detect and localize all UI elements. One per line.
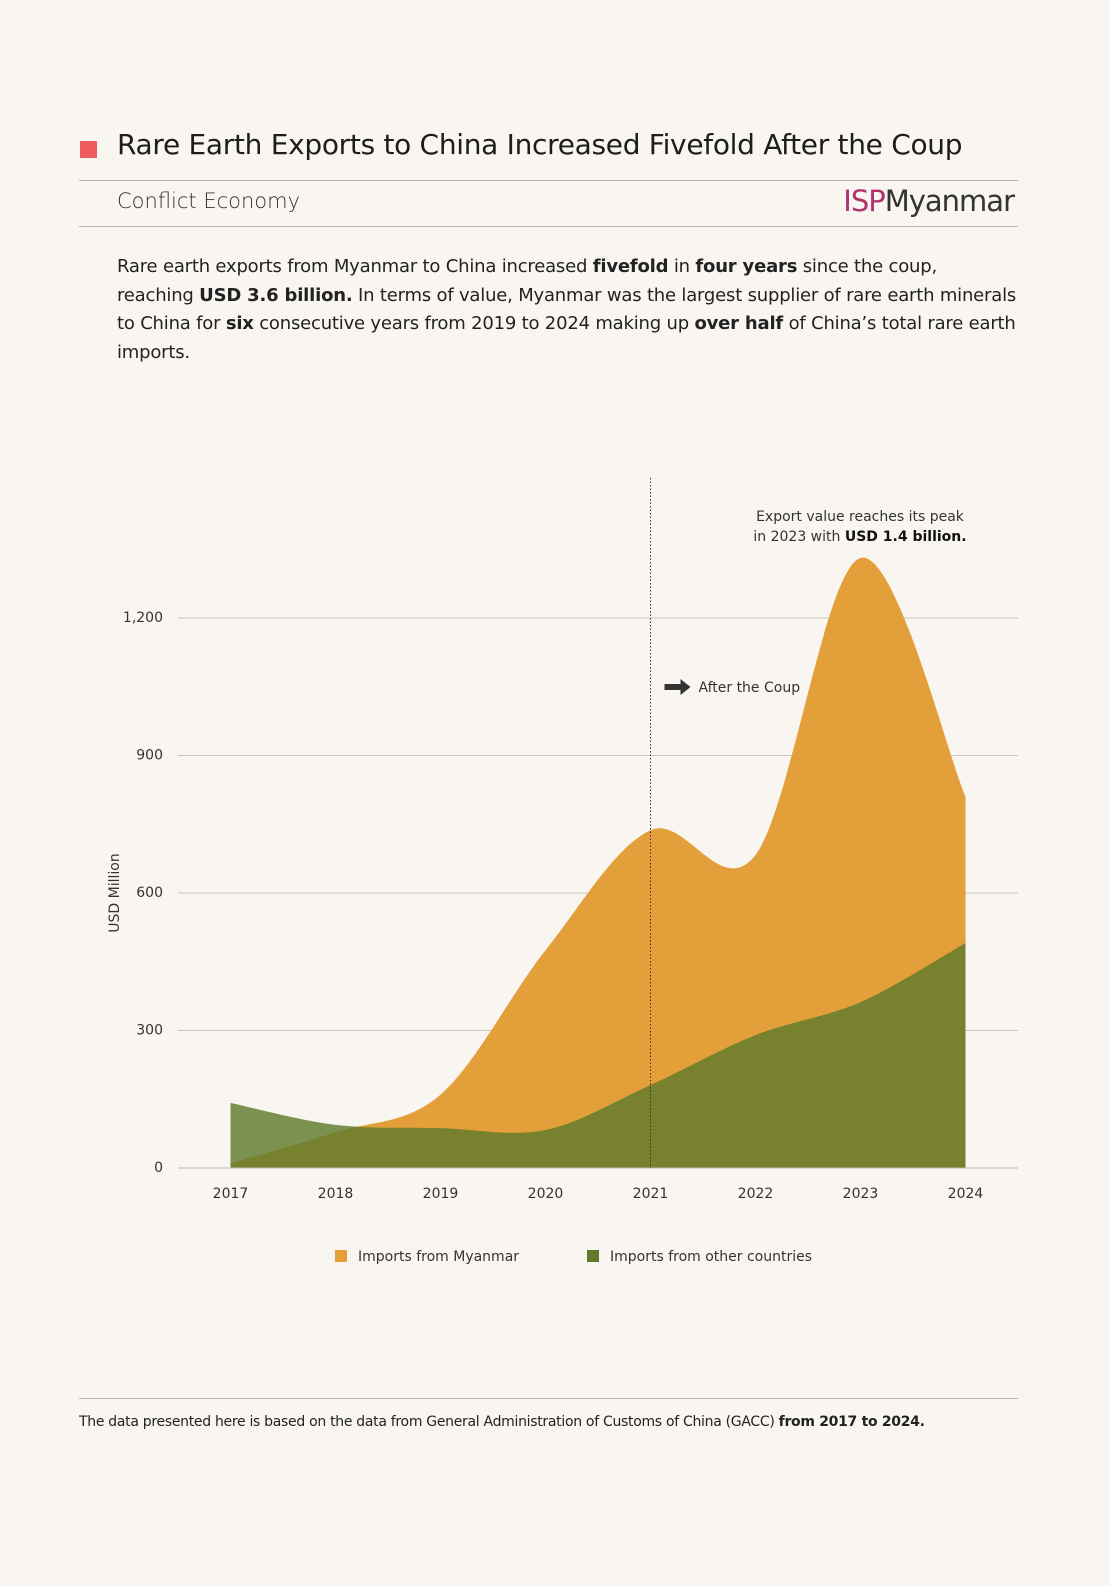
x-tick-label: 2019	[423, 1186, 459, 1202]
y-tick-label: 1,200	[123, 610, 163, 626]
x-tick-label: 2022	[738, 1186, 774, 1202]
y-tick-label: 600	[136, 885, 163, 901]
y-tick-label: 900	[136, 748, 163, 764]
y-tick-label: 0	[154, 1160, 163, 1176]
brand: ISPMyanmar	[843, 184, 1015, 218]
annotation-run: in 2023 with	[753, 529, 844, 545]
text-run: in	[668, 256, 696, 277]
text-run: The data presented here is based on the …	[79, 1414, 779, 1430]
annotation-run: USD 1.4 billion.	[845, 529, 967, 545]
y-tick-label: 300	[136, 1023, 163, 1039]
description: Rare earth exports from Myanmar to China…	[117, 253, 1017, 367]
text-run: six	[225, 313, 254, 334]
reference-label: After the Coup	[699, 680, 801, 696]
title: Rare Earth Exports to China Increased Fi…	[117, 128, 963, 161]
legend-label: Imports from other countries	[610, 1249, 812, 1265]
text-run: from 2017 to 2024.	[778, 1414, 925, 1430]
footer: The data presented here is based on the …	[79, 1414, 925, 1430]
y-axis-label: USD Million	[107, 853, 123, 932]
area	[230, 557, 966, 1168]
x-tick-label: 2020	[528, 1186, 564, 1202]
annotation: Export value reaches its peak	[756, 509, 965, 525]
rule	[79, 226, 1018, 227]
text-run: Rare earth exports from Myanmar to China…	[117, 256, 593, 277]
x-tick-label: 2021	[633, 1186, 669, 1202]
legend-swatch	[335, 1250, 347, 1262]
brand-mark: ISP	[843, 184, 885, 218]
text-run: consecutive years from 2019 to 2024 maki…	[253, 313, 695, 334]
text-run: of China’s total rare earth imports.	[117, 313, 1016, 363]
x-tick-label: 2018	[318, 1186, 354, 1202]
text-run: since the coup, reaching	[117, 256, 937, 306]
text-run: over half	[694, 313, 784, 334]
legend-label: Imports from Myanmar	[358, 1249, 519, 1265]
x-tick-label: 2017	[213, 1186, 249, 1202]
area	[230, 942, 966, 1168]
x-tick-label: 2024	[948, 1186, 984, 1202]
title-marker	[80, 141, 97, 158]
brand-name: Myanmar	[884, 184, 1015, 218]
text-run: USD 3.6 billion.	[199, 284, 353, 306]
rule	[79, 180, 1018, 181]
text-run: four years	[695, 256, 798, 277]
chart: 0 300 600 900 1,200 2017 2018 2019 2020 2021 2022 2…	[107, 478, 1018, 1265]
text-run: fivefold	[592, 256, 669, 277]
annotation: in 2023 with USD 1.4 billion.	[753, 529, 966, 545]
section-label: Conflict Economy	[117, 189, 301, 213]
annotation-run: Export value reaches its peak	[756, 509, 965, 525]
text-run: In terms of value, Myanmar was the large…	[117, 284, 1017, 335]
x-tick-label: 2023	[843, 1186, 879, 1202]
arrow	[664, 679, 691, 695]
legend-swatch	[587, 1250, 599, 1262]
rule	[79, 1398, 1018, 1399]
